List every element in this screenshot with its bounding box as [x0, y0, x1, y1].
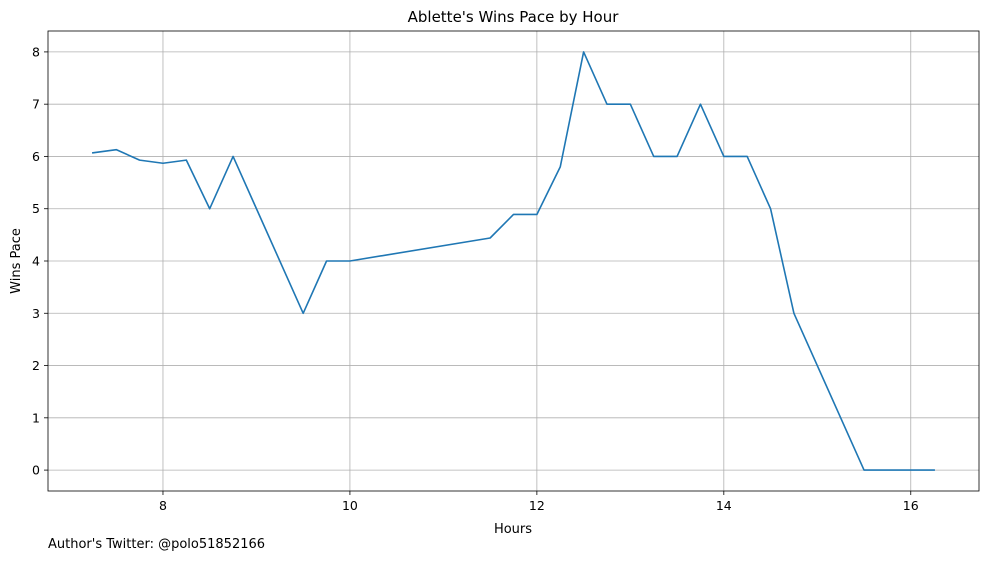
x-tick-label: 10: [342, 498, 358, 513]
y-tick-label: 8: [32, 44, 40, 59]
x-tick-label: 8: [159, 498, 167, 513]
x-tick-label: 16: [903, 498, 919, 513]
y-tick-label: 1: [32, 410, 40, 425]
y-tick-label: 7: [32, 97, 40, 112]
x-axis-ticks: 8 10 12 14 16: [159, 491, 919, 513]
series-group: [91, 51, 935, 471]
y-tick-label: 3: [32, 306, 40, 321]
y-tick-label: 6: [32, 149, 40, 164]
x-tick-label: 12: [529, 498, 545, 513]
x-tick-label: 14: [716, 498, 732, 513]
chart-title: Ablette's Wins Pace by Hour: [408, 8, 620, 26]
y-tick-label: 0: [32, 463, 40, 478]
y-axis-ticks: 0 1 2 3 4 5 6 7 8: [32, 44, 48, 478]
y-tick-label: 4: [32, 254, 40, 269]
y-tick-label: 2: [32, 358, 40, 373]
author-credit: Author's Twitter: @polo51852166: [48, 537, 266, 552]
x-axis-label: Hours: [494, 522, 532, 537]
series-line: [91, 51, 935, 471]
grid-lines: [48, 31, 979, 491]
y-axis-label: Wins Pace: [9, 228, 24, 294]
y-tick-label: 5: [32, 201, 40, 216]
